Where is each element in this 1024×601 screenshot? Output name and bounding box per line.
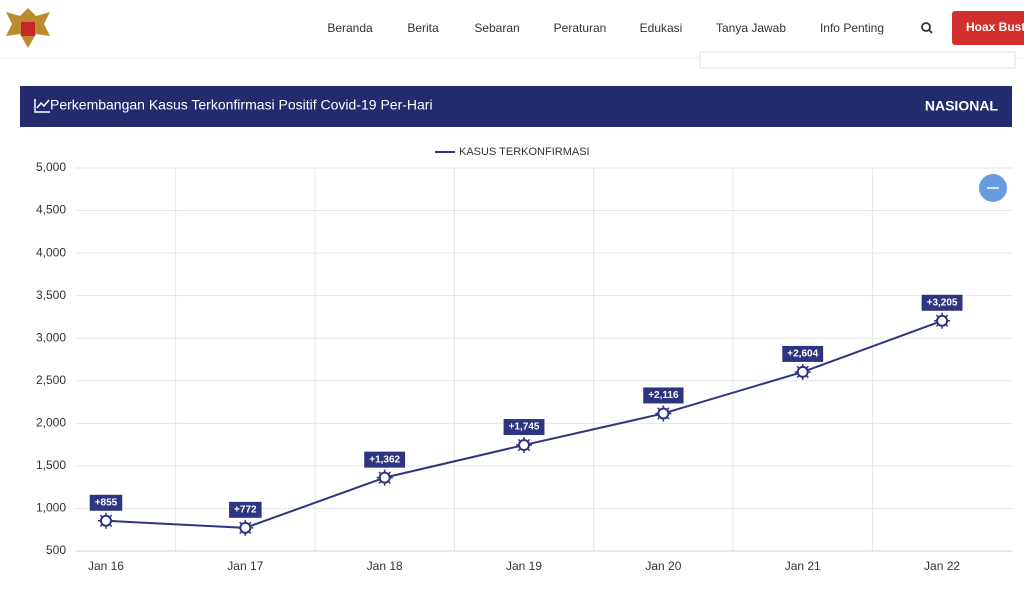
panel-scope: NASIONAL — [925, 98, 999, 114]
x-tick-label: Jan 22 — [924, 559, 960, 573]
panel-header — [20, 86, 1012, 127]
search-icon[interactable] — [921, 22, 933, 34]
data-label: +772 — [234, 504, 257, 515]
hoax-button[interactable] — [952, 11, 1024, 45]
marker-body — [99, 514, 112, 527]
nav-item[interactable]: Tanya Jawab — [716, 21, 786, 35]
data-label: +1,745 — [509, 422, 540, 433]
marker-body — [936, 314, 949, 327]
y-tick-label: 3,500 — [36, 288, 66, 302]
y-tick-label: 1,500 — [36, 458, 66, 472]
navbar — [0, 0, 1024, 58]
marker-body — [378, 471, 391, 484]
data-label-bg — [89, 494, 123, 511]
x-tick-label: Jan 18 — [367, 559, 403, 573]
search-box[interactable] — [699, 51, 1016, 69]
data-label: +2,116 — [648, 390, 679, 401]
data-label-bg — [364, 451, 406, 468]
point-marker — [376, 469, 393, 486]
x-tick-label: Jan 21 — [785, 559, 821, 573]
y-tick-label: 1,000 — [36, 501, 66, 515]
point-marker — [237, 519, 254, 536]
x-tick-label: Jan 20 — [645, 559, 681, 573]
nav-item[interactable]: Beranda — [327, 21, 373, 35]
nav-item[interactable]: Berita — [407, 21, 439, 35]
marker-body — [657, 407, 670, 420]
chart-icon — [34, 99, 50, 113]
marker-body — [518, 439, 531, 452]
marker-body — [796, 365, 809, 378]
point-marker — [516, 437, 533, 454]
hoax-button-label[interactable]: Hoax Buster — [966, 20, 1024, 34]
nav-item[interactable]: Edukasi — [640, 21, 683, 35]
data-label: +1,362 — [369, 454, 400, 465]
data-label: +3,205 — [927, 297, 958, 308]
data-label: +855 — [95, 497, 118, 508]
point-marker — [655, 405, 672, 422]
y-tick-label: 4,500 — [36, 203, 66, 217]
x-tick-label: Jan 17 — [227, 559, 263, 573]
point-marker — [97, 512, 114, 529]
x-tick-label: Jan 16 — [88, 559, 124, 573]
data-label: +2,604 — [787, 349, 818, 360]
y-tick-label: 5,000 — [36, 160, 66, 174]
data-label-bg — [782, 345, 824, 362]
logo[interactable] — [6, 8, 50, 48]
legend-label[interactable]: KASUS TERKONFIRMASI — [459, 146, 590, 158]
nav-item[interactable]: Sebaran — [474, 21, 519, 35]
nav-item[interactable]: Peraturan — [554, 21, 607, 35]
y-tick-label: 500 — [46, 543, 66, 557]
marker-body — [239, 521, 252, 534]
x-tick-label: Jan 19 — [506, 559, 542, 573]
data-label-bg — [229, 501, 262, 518]
point-marker — [794, 363, 811, 380]
panel-title: Perkembangan Kasus Terkonfirmasi Positif… — [50, 97, 433, 113]
y-tick-label: 3,000 — [36, 330, 66, 344]
data-label-bg — [921, 294, 963, 311]
nav-item[interactable]: Info Penting — [820, 21, 884, 35]
data-label-bg — [643, 387, 684, 404]
point-marker — [934, 312, 951, 329]
y-tick-label: 4,000 — [36, 245, 66, 259]
y-tick-label: 2,500 — [36, 373, 66, 387]
data-label-bg — [503, 419, 545, 436]
y-tick-label: 2,000 — [36, 416, 66, 430]
